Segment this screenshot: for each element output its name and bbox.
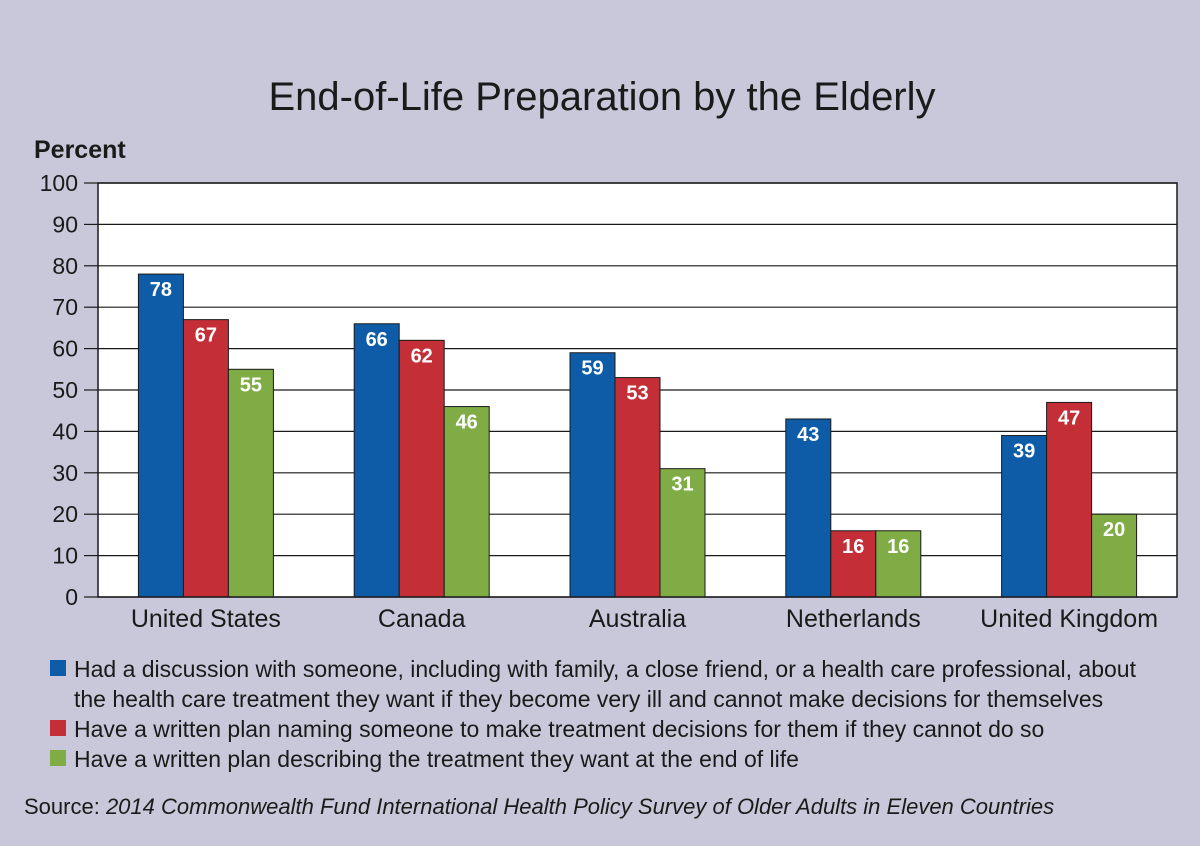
source-label: Source: [24, 794, 106, 819]
x-tick-label: Australia [589, 605, 686, 633]
x-tick-label: United Kingdom [980, 605, 1158, 633]
y-axis-label: Percent [34, 136, 126, 164]
y-tick-label: 90 [52, 211, 78, 237]
x-tick-label: Netherlands [786, 605, 921, 633]
source-text: 2014 Commonwealth Fund International Hea… [105, 794, 1055, 819]
bar [182, 319, 229, 598]
data-label: 46 [456, 412, 478, 434]
data-label: 47 [1058, 407, 1080, 429]
bar [353, 323, 400, 598]
legend-label: Have a written plan describing the treat… [74, 746, 799, 772]
legend: Had a discussion with someone, including… [50, 654, 1170, 774]
y-tick-label: 70 [52, 294, 78, 320]
data-label: 31 [671, 474, 693, 496]
data-label: 39 [1013, 441, 1035, 463]
legend-item: Have a written plan describing the treat… [50, 744, 1170, 774]
bar [398, 339, 445, 598]
bar [659, 468, 706, 598]
y-tick-label: 20 [52, 501, 78, 527]
y-tick-label: 40 [52, 418, 78, 444]
legend-item: Have a written plan naming someone to ma… [50, 714, 1170, 744]
data-label: 53 [626, 383, 648, 405]
data-label: 78 [150, 279, 172, 301]
source-note: Source: 2014 Commonwealth Fund Internati… [24, 792, 1054, 822]
legend-swatch [50, 720, 66, 736]
y-tick-label: 50 [52, 377, 78, 403]
data-label: 62 [411, 345, 433, 367]
bar [1091, 513, 1138, 598]
legend-label: Had a discussion with someone, including… [74, 656, 1136, 712]
bar [614, 377, 661, 598]
plot-frame [97, 182, 1178, 598]
data-label: 59 [581, 358, 603, 380]
data-label: 16 [842, 536, 864, 558]
chart-svg: End-of-Life Preparation by the Elderly P… [34, 75, 1178, 633]
legend-swatch [50, 750, 66, 766]
legend-label: Have a written plan naming someone to ma… [74, 716, 1045, 742]
bar [443, 406, 490, 598]
bar [227, 368, 274, 598]
data-label: 20 [1103, 519, 1125, 541]
y-tick-label: 10 [52, 543, 78, 569]
legend-swatch [50, 660, 66, 676]
chart-title: End-of-Life Preparation by the Elderly [268, 75, 935, 119]
y-tick-label: 100 [40, 170, 78, 196]
data-label: 67 [195, 325, 217, 347]
bar [569, 352, 616, 598]
y-tick-label: 60 [52, 336, 78, 362]
bar [137, 273, 184, 598]
x-tick-label: United States [131, 605, 281, 633]
y-tick-label: 30 [52, 460, 78, 486]
data-label: 43 [797, 424, 819, 446]
y-tick-label: 80 [52, 253, 78, 279]
x-tick-label: Canada [378, 605, 466, 633]
data-label: 55 [240, 374, 262, 396]
data-label: 16 [887, 536, 909, 558]
y-tick-label: 0 [65, 584, 78, 610]
bar [1046, 401, 1093, 598]
legend-item: Had a discussion with someone, including… [50, 654, 1170, 714]
data-label: 66 [366, 329, 388, 351]
bar [875, 530, 922, 598]
